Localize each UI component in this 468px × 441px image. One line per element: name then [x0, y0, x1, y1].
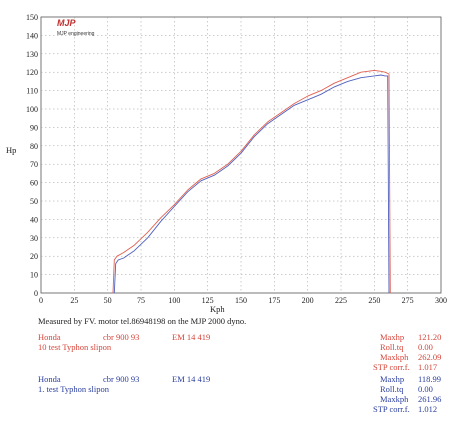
run-2-desc: 1. test Typhon slipon	[38, 384, 110, 394]
y-tick-label: 40	[30, 215, 38, 224]
x-tick-label: 125	[202, 296, 214, 305]
run-1-model: cbr 900 93	[103, 332, 140, 342]
run-1-stat-value: 0.00	[418, 342, 433, 352]
run-2-stat-value: 0.00	[418, 384, 433, 394]
x-tick-label: 250	[368, 296, 380, 305]
series-line-2	[113, 74, 390, 294]
x-tick-label: 200	[302, 296, 314, 305]
series-line-1	[112, 69, 391, 294]
y-tick-label: 10	[30, 271, 38, 280]
x-tick-label: 100	[168, 296, 180, 305]
run-2-em: EM 14 419	[172, 374, 211, 384]
x-tick-label: 0	[39, 296, 43, 305]
y-tick-label: 70	[30, 160, 38, 169]
mjp-logo: MJP MJP engineering	[57, 18, 95, 37]
x-tick-label: 25	[70, 296, 78, 305]
y-tick-label: 130	[26, 50, 38, 59]
run-2-model: cbr 900 93	[103, 374, 140, 384]
run-2-stat-value: 261.96	[418, 394, 442, 404]
run-2-stat-label: STP corr.f.	[373, 404, 410, 414]
run-1-em: EM 14 419	[172, 332, 211, 342]
run-1-desc: 10 test Typhon slipon	[38, 342, 112, 352]
run-1-stat-label: Maxkph	[380, 352, 409, 362]
logo-mark: MJP	[57, 18, 77, 28]
x-tick-label: 300	[435, 296, 447, 305]
x-tick-label: 275	[402, 296, 414, 305]
caption: Measured by FV. motor tel.86948198 on th…	[38, 316, 247, 326]
x-tick-label: 225	[335, 296, 347, 305]
run-2-stat-label: Maxkph	[380, 394, 409, 404]
y-tick-label: 0	[34, 289, 38, 298]
logo-text: MJP engineering	[57, 31, 95, 37]
grid	[41, 17, 441, 293]
y-tick-label: 60	[30, 179, 38, 188]
dyno-chart: 0 25 50 75 100 125 150 175 200 225 250 275 300 0 10 20 3…	[6, 13, 447, 314]
run-1-stat-label: Roll.tq	[380, 342, 404, 352]
run-2-stat-value: 1.012	[418, 404, 438, 414]
x-tick-label: 75	[137, 296, 145, 305]
plot-area	[40, 16, 442, 294]
y-tick-label: 150	[26, 13, 38, 22]
y-tick-label: 50	[30, 197, 38, 206]
run-2-stat-value: 118.99	[418, 374, 442, 384]
run-2-stat-label: Roll.tq	[380, 384, 404, 394]
y-tick-label: 80	[30, 142, 38, 151]
run-2-make: Honda	[38, 374, 61, 384]
y-tick-label: 140	[26, 31, 38, 40]
y-tick-label: 30	[30, 234, 38, 243]
series-lines	[112, 69, 391, 294]
x-tick-label: 175	[268, 296, 280, 305]
x-axis-label: Kph	[210, 304, 225, 314]
run-1-make: Honda	[38, 332, 61, 342]
run-1-stat-label: STP corr.f.	[373, 362, 410, 372]
run-2-stat-label: Maxhp	[380, 374, 405, 384]
x-tick-label: 150	[235, 296, 247, 305]
y-tick-label: 90	[30, 123, 38, 132]
y-axis-label: Hp	[6, 145, 16, 155]
y-tick-label: 120	[26, 68, 38, 77]
run-1-stat-value: 121.20	[418, 332, 442, 342]
y-tick-label: 20	[30, 252, 38, 261]
tick-labels: 0 25 50 75 100 125 150 175 200 225 250 275 300 0 10 20 3…	[26, 13, 447, 305]
y-tick-label: 100	[26, 105, 38, 114]
y-tick-label: 110	[26, 87, 38, 96]
run-1-stat-label: Maxhp	[380, 332, 405, 342]
run-1-stat-value: 262.09	[418, 352, 442, 362]
x-tick-label: 50	[104, 296, 112, 305]
run-1-stat-value: 1.017	[418, 362, 438, 372]
